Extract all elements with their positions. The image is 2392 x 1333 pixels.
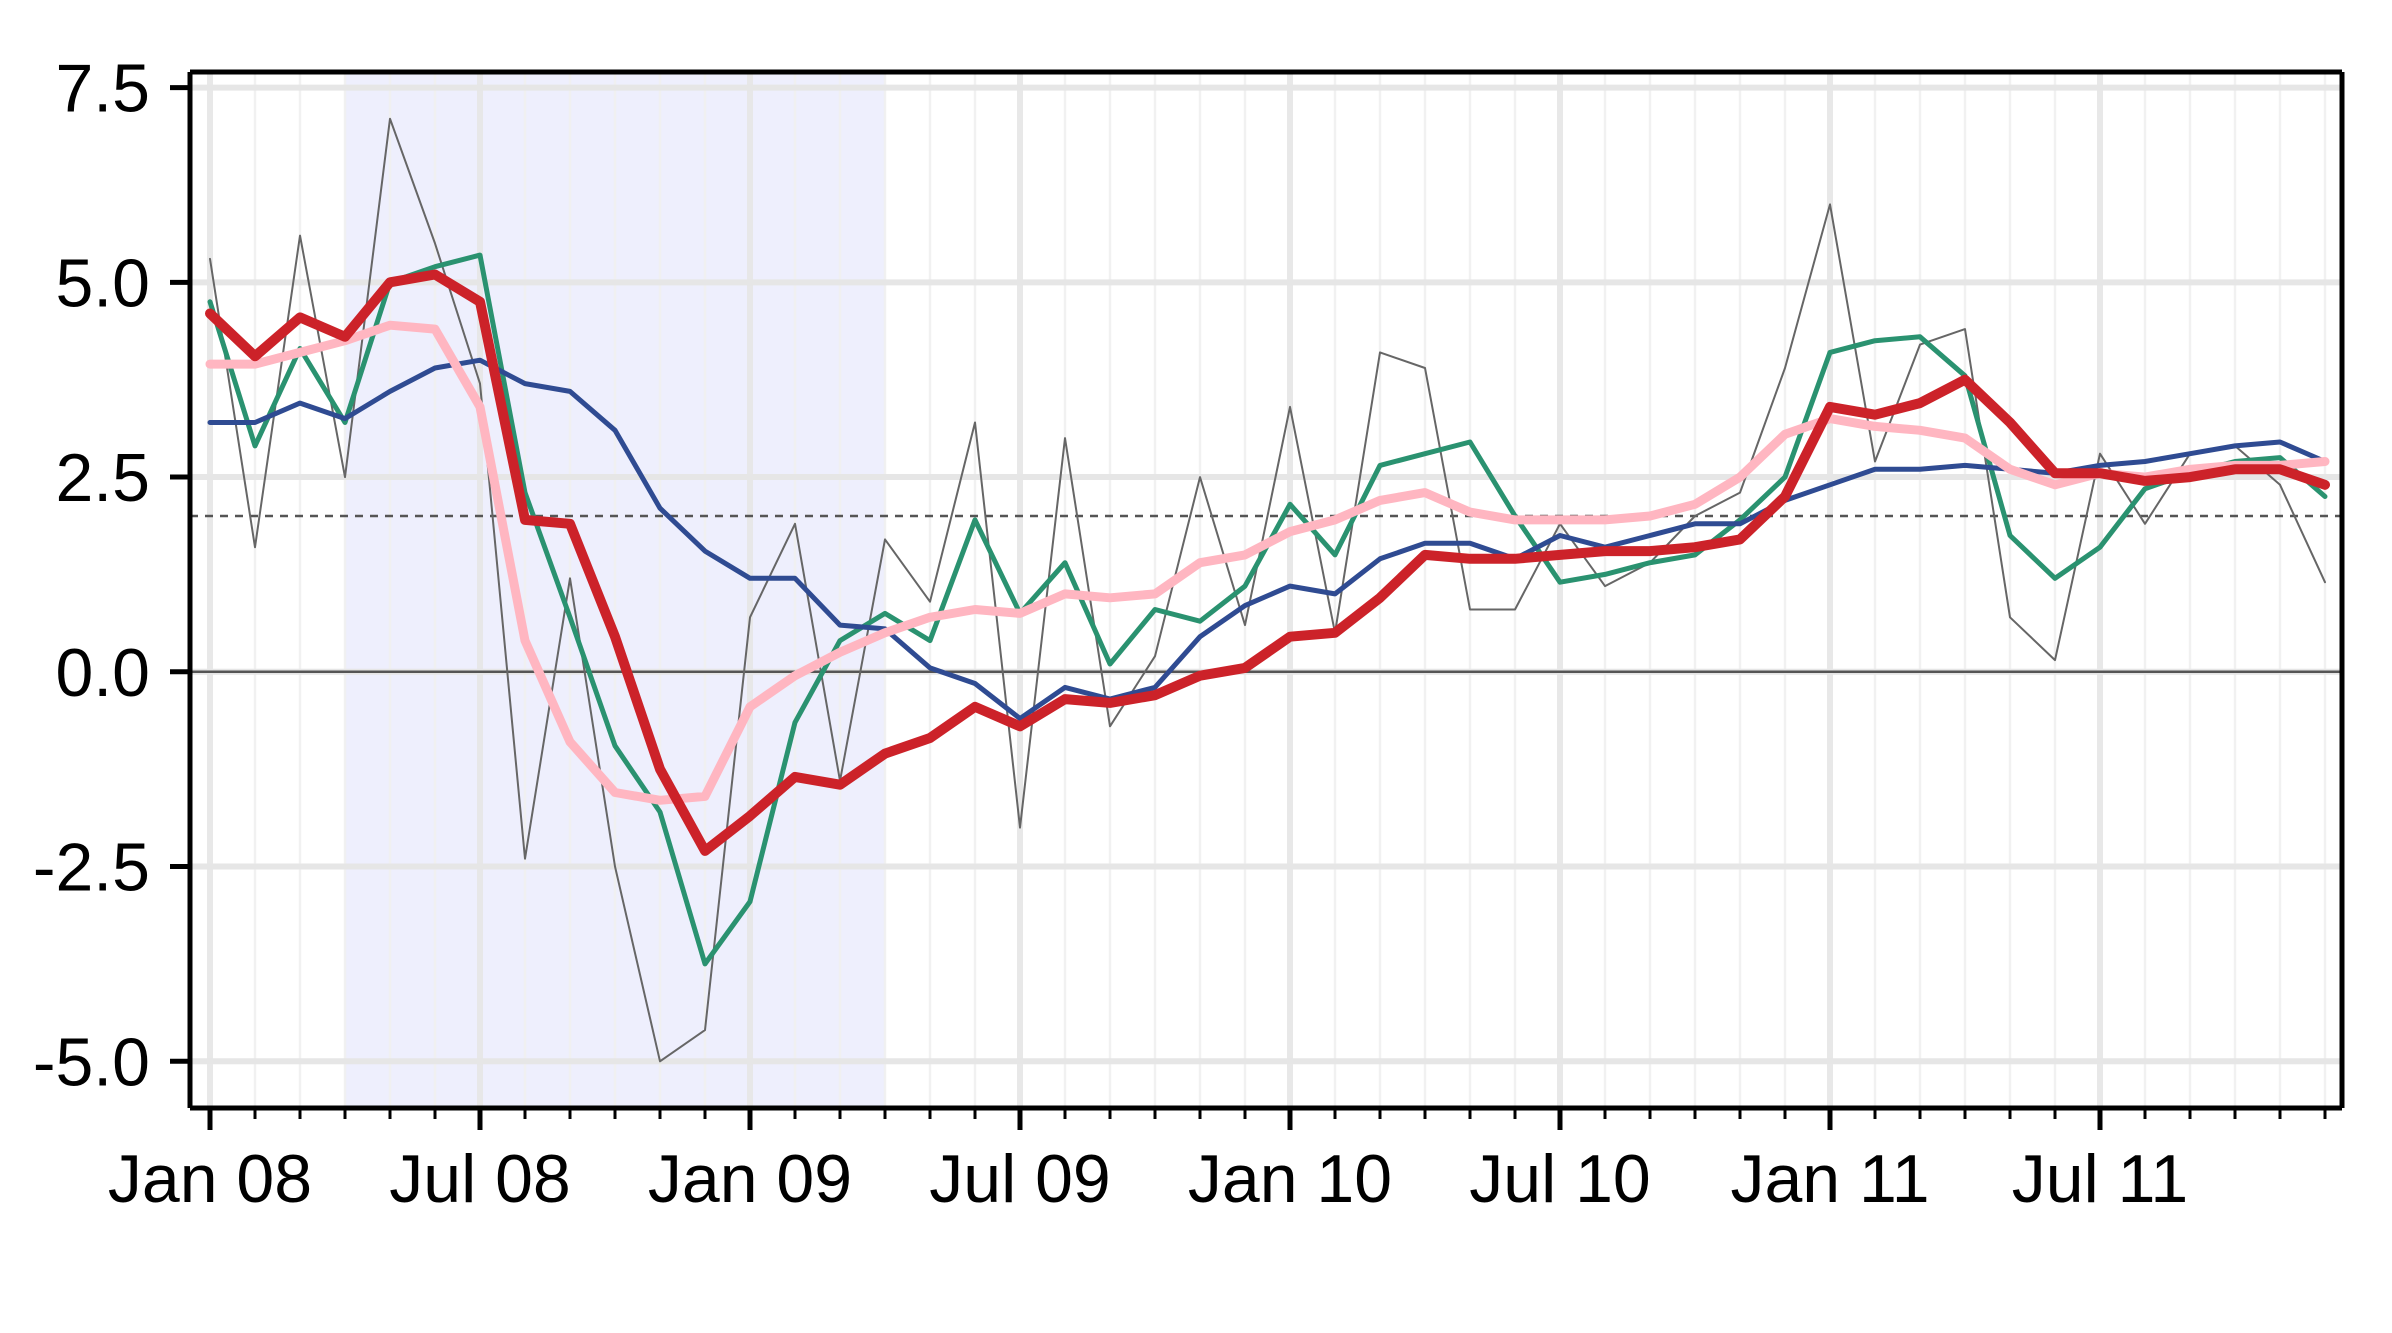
- x-tick-label: Jul 10: [1469, 1141, 1650, 1217]
- x-tick-label: Jul 09: [929, 1141, 1110, 1217]
- y-tick-label: 7.5: [55, 51, 150, 127]
- series-layer: [205, 117, 2330, 1063]
- series-line-5: [205, 269, 2330, 856]
- tick-labels-layer: Jan 08 Jul 08 Jan 09 Jul 09 Jan 10 Jul 10 Jan …: [33, 51, 2188, 1217]
- y-tick-label: -5.0: [33, 1024, 150, 1100]
- x-tick-label: Jan 09: [648, 1141, 852, 1217]
- grid-layer: [190, 72, 2342, 1108]
- x-tick-label: Jul 08: [389, 1141, 570, 1217]
- series-line-1: [209, 117, 2326, 1063]
- y-tick-label: -2.5: [33, 830, 150, 906]
- axes-layer: [170, 69, 2345, 1130]
- x-tick-label: Jan 11: [1730, 1141, 1929, 1217]
- reference-lines-layer: [190, 514, 2342, 674]
- y-tick-label: 2.5: [55, 440, 150, 516]
- series-line-4: [205, 320, 2330, 805]
- x-tick-label: Jul 11: [2012, 1141, 2188, 1217]
- series-line-3: [207, 357, 2328, 721]
- x-tick-label: Jan 10: [1188, 1141, 1392, 1217]
- y-tick-label: 5.0: [55, 245, 150, 321]
- x-tick-label: Jan 08: [108, 1141, 312, 1217]
- y-tick-label: 0.0: [55, 635, 150, 711]
